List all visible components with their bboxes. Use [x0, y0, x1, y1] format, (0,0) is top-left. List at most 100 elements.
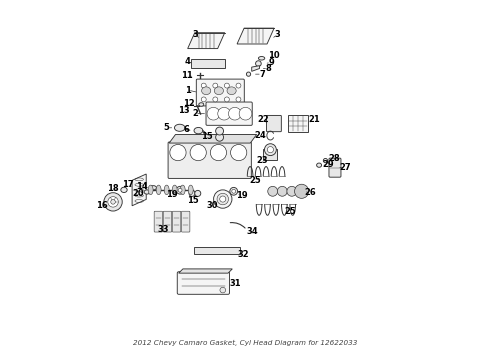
Circle shape	[217, 193, 228, 205]
FancyBboxPatch shape	[329, 158, 341, 177]
Polygon shape	[132, 174, 146, 206]
Ellipse shape	[150, 186, 156, 190]
Text: 3: 3	[274, 30, 280, 39]
FancyBboxPatch shape	[177, 272, 229, 294]
Ellipse shape	[164, 185, 169, 195]
Ellipse shape	[199, 103, 204, 106]
Text: 13: 13	[178, 105, 190, 114]
Circle shape	[277, 186, 287, 196]
Circle shape	[195, 190, 201, 197]
Text: 2012 Chevy Camaro Gasket, Cyl Head Diagram for 12622033: 2012 Chevy Camaro Gasket, Cyl Head Diagr…	[133, 340, 357, 346]
FancyBboxPatch shape	[206, 102, 252, 125]
Ellipse shape	[121, 187, 127, 193]
Circle shape	[213, 97, 218, 102]
Ellipse shape	[258, 57, 265, 60]
Text: 15: 15	[187, 196, 198, 205]
Text: 12: 12	[183, 99, 195, 108]
Text: 3: 3	[192, 30, 198, 39]
Text: 17: 17	[122, 180, 134, 189]
Circle shape	[224, 97, 229, 102]
Ellipse shape	[298, 189, 304, 192]
Text: 5: 5	[164, 123, 170, 132]
Text: 21: 21	[308, 115, 319, 124]
Ellipse shape	[201, 87, 211, 95]
Circle shape	[170, 144, 186, 161]
Bar	[288, 115, 308, 132]
Bar	[263, 149, 277, 160]
Circle shape	[218, 107, 230, 120]
Text: 4: 4	[185, 57, 191, 66]
FancyBboxPatch shape	[172, 211, 181, 232]
Text: 15: 15	[201, 132, 213, 141]
Text: 8: 8	[266, 64, 271, 73]
Ellipse shape	[148, 185, 153, 195]
Circle shape	[232, 189, 236, 193]
Circle shape	[231, 144, 247, 161]
Text: 23: 23	[256, 156, 268, 165]
Text: 7: 7	[259, 70, 265, 79]
Circle shape	[236, 83, 241, 88]
Text: 16: 16	[96, 201, 108, 210]
Ellipse shape	[172, 185, 177, 195]
Ellipse shape	[144, 190, 150, 194]
Text: 31: 31	[229, 279, 241, 288]
Circle shape	[268, 147, 273, 153]
Text: 19: 19	[236, 192, 247, 201]
Circle shape	[214, 190, 232, 208]
Text: 24: 24	[254, 131, 266, 140]
Circle shape	[108, 197, 118, 207]
Ellipse shape	[227, 87, 236, 95]
Bar	[191, 59, 225, 68]
Circle shape	[178, 188, 182, 192]
Circle shape	[201, 83, 206, 88]
Text: 28: 28	[328, 154, 340, 163]
Text: 18: 18	[107, 184, 119, 193]
Text: 2: 2	[192, 109, 198, 118]
Text: 30: 30	[206, 201, 218, 210]
Circle shape	[176, 186, 184, 194]
Circle shape	[268, 186, 278, 196]
Text: 11: 11	[181, 71, 193, 80]
Circle shape	[228, 107, 241, 120]
Circle shape	[296, 186, 306, 196]
Circle shape	[236, 97, 241, 102]
Polygon shape	[252, 66, 260, 71]
Circle shape	[220, 287, 225, 293]
Circle shape	[207, 107, 220, 120]
Text: 22: 22	[257, 115, 269, 124]
Circle shape	[216, 133, 223, 141]
Text: 9: 9	[268, 58, 274, 67]
FancyBboxPatch shape	[163, 211, 172, 232]
Circle shape	[230, 188, 238, 195]
Text: 26: 26	[304, 188, 316, 197]
FancyBboxPatch shape	[267, 116, 281, 132]
Circle shape	[220, 196, 226, 202]
Text: 33: 33	[157, 225, 169, 234]
Text: 1: 1	[185, 86, 191, 95]
Ellipse shape	[317, 163, 321, 167]
Circle shape	[201, 97, 206, 102]
Circle shape	[189, 190, 195, 197]
Circle shape	[104, 193, 122, 211]
Text: 6: 6	[183, 125, 189, 134]
Text: 27: 27	[340, 163, 351, 172]
Circle shape	[265, 144, 276, 156]
Circle shape	[216, 127, 223, 135]
Text: 25: 25	[249, 176, 261, 185]
Ellipse shape	[188, 185, 193, 195]
Text: 14: 14	[136, 182, 148, 191]
Text: 20: 20	[133, 189, 144, 198]
Circle shape	[287, 186, 297, 196]
FancyBboxPatch shape	[181, 211, 190, 232]
Text: 34: 34	[246, 228, 258, 237]
Circle shape	[111, 199, 115, 204]
Bar	[194, 247, 240, 254]
Circle shape	[239, 107, 252, 120]
FancyBboxPatch shape	[154, 211, 163, 232]
Circle shape	[213, 83, 218, 88]
Polygon shape	[237, 28, 274, 44]
Polygon shape	[188, 33, 225, 49]
Circle shape	[323, 158, 327, 163]
Ellipse shape	[156, 185, 161, 195]
Polygon shape	[169, 135, 257, 143]
